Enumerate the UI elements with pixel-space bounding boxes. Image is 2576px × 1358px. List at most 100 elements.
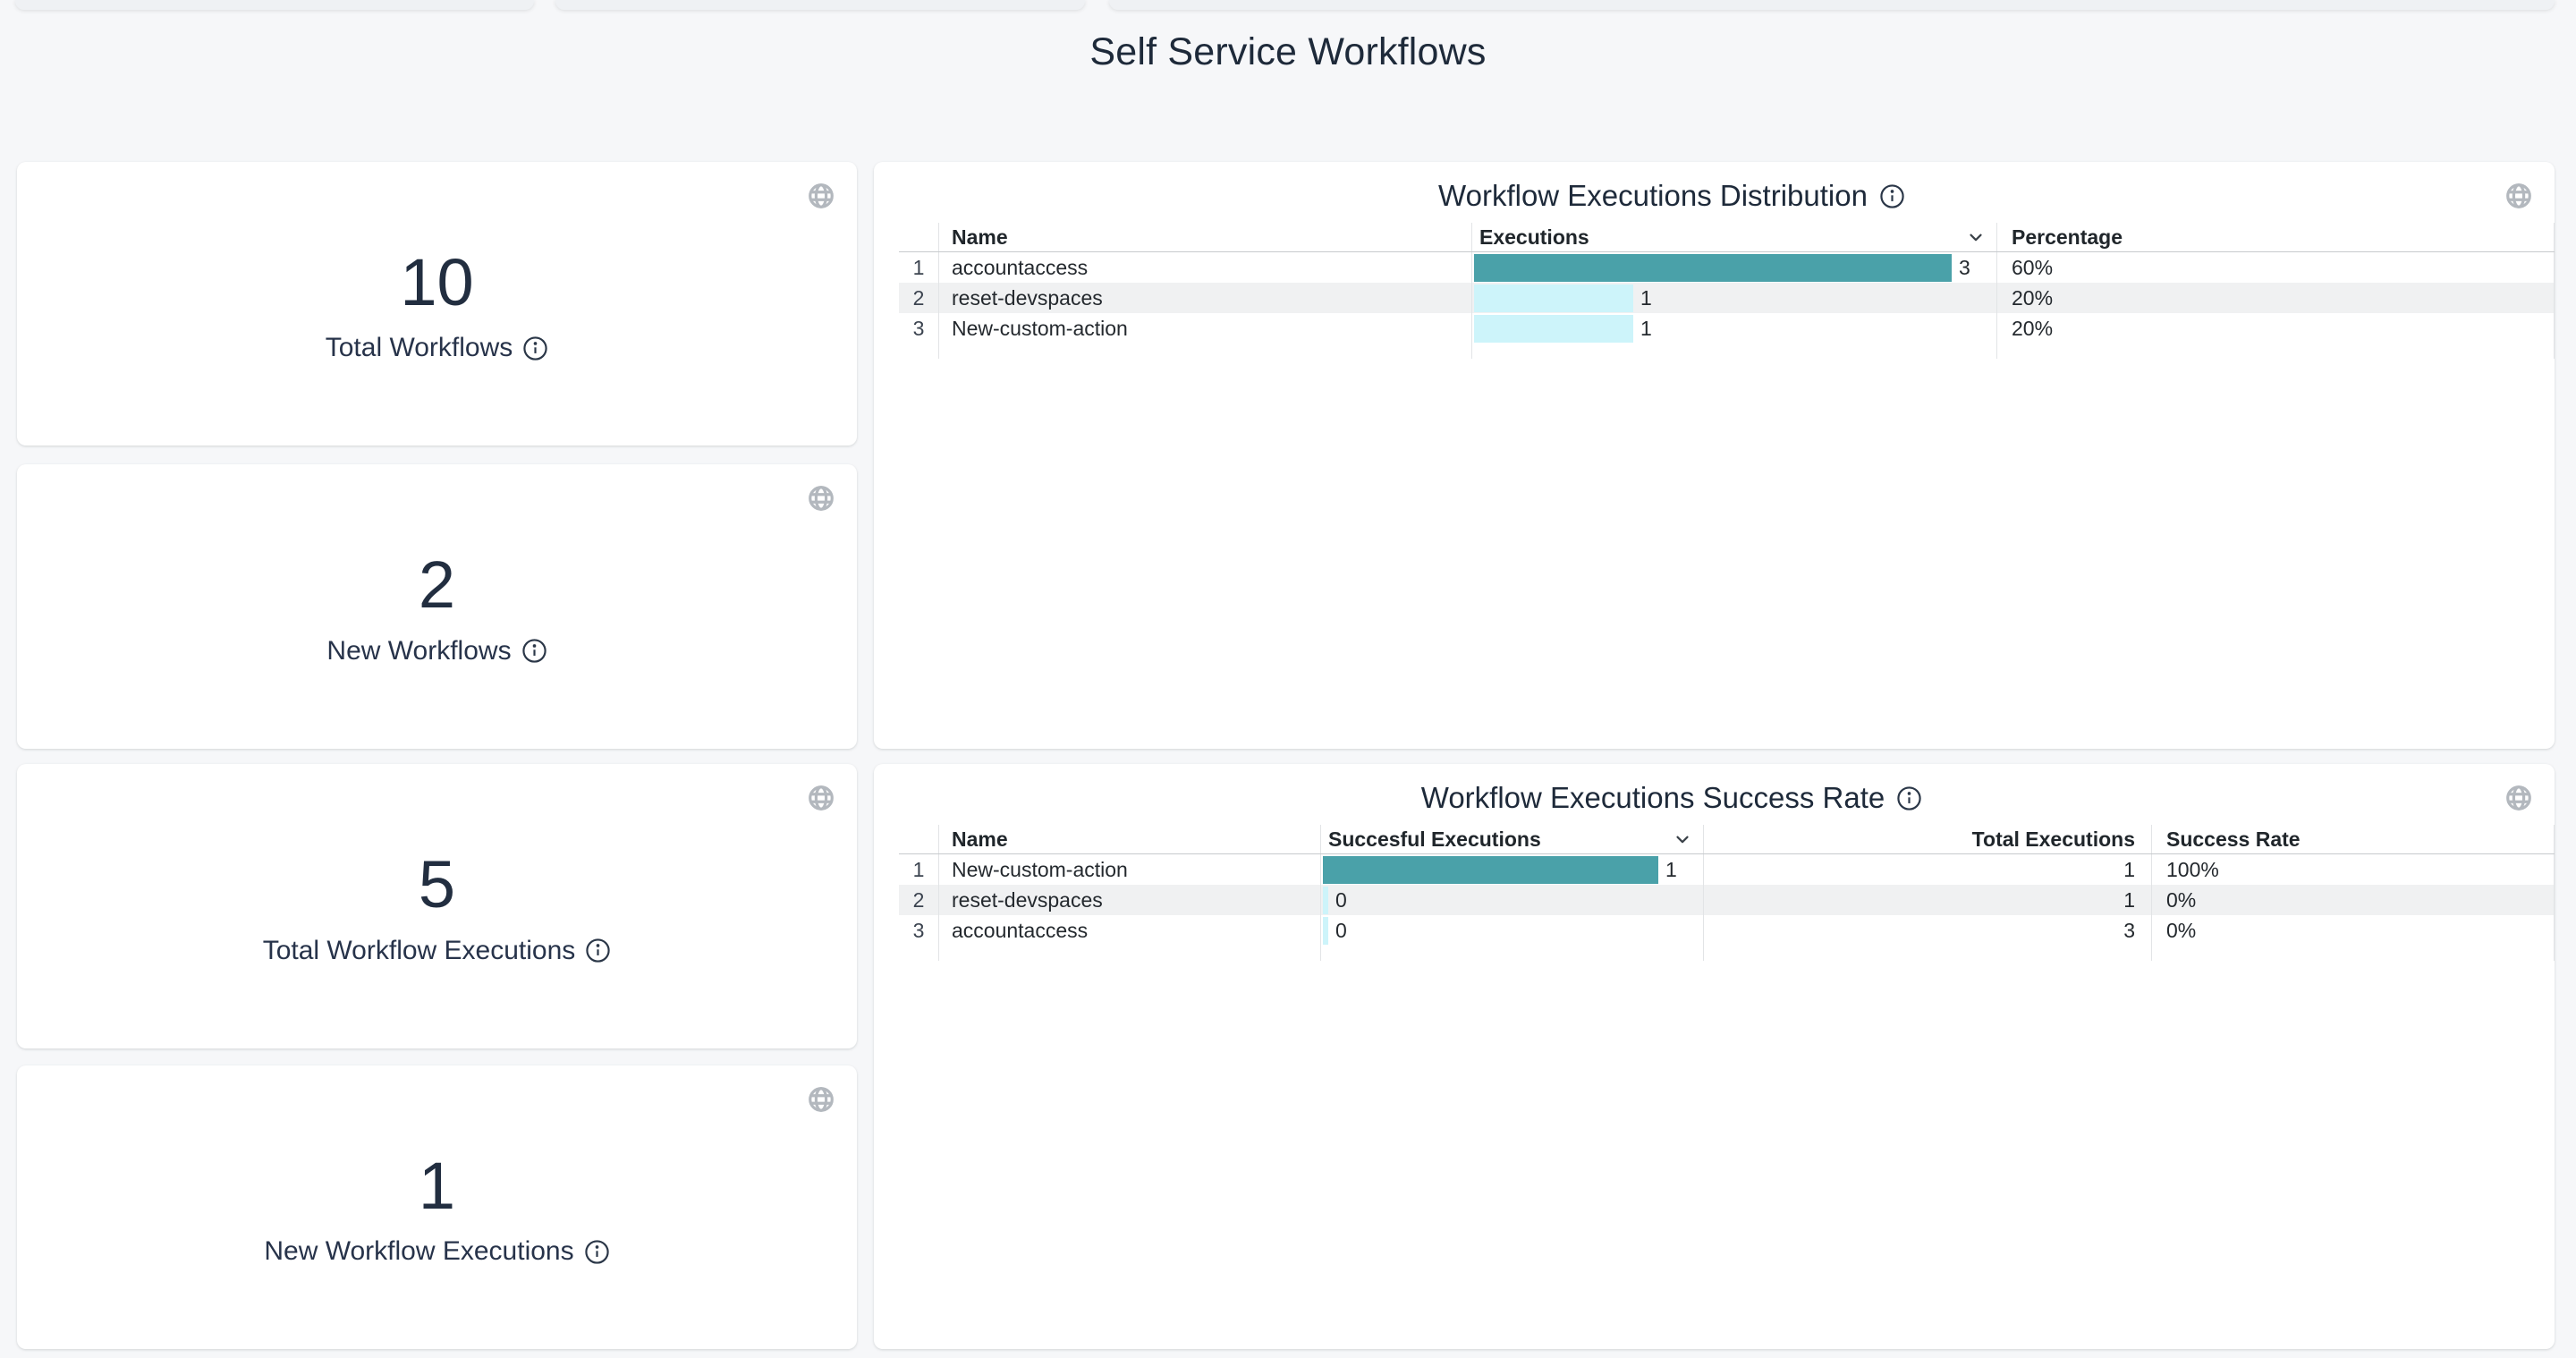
chevron-down-icon[interactable] (1966, 227, 1986, 247)
value-bar (1323, 886, 1328, 914)
panel-title: Workflow Executions Success Rate (1420, 781, 1885, 814)
column-header-index (899, 223, 938, 251)
column-header-succesful-executions[interactable]: Succesful Executions (1320, 825, 1703, 853)
value-bar (1474, 253, 1952, 282)
table-footer-spacer (899, 344, 2555, 359)
stat-card-total-workflows: 10 Total Workflows (17, 162, 857, 446)
globe-icon[interactable] (807, 1085, 835, 1114)
column-header-label: Succesful Executions (1328, 827, 1541, 851)
bar-value-label: 1 (1640, 285, 1652, 310)
stat-value: 5 (418, 847, 456, 922)
spacer-cell (938, 946, 1320, 961)
column-header-total-executions: Total Executions (1703, 825, 2151, 853)
table-row: 2 reset-devspaces 0 1 0% (899, 885, 2555, 915)
info-icon[interactable] (584, 1239, 610, 1265)
spacer-cell (899, 946, 938, 961)
clipped-card-top (555, 0, 1085, 10)
stat-card-new-workflows: 2 New Workflows (17, 464, 857, 749)
name-cell: New-custom-action (938, 854, 1320, 885)
table-row: 1 New-custom-action 1 1 100% (899, 854, 2555, 885)
column-header-label: Name (952, 225, 1008, 249)
spacer-cell (899, 344, 938, 359)
row-index: 1 (912, 857, 925, 881)
total-executions-cell: 3 (1703, 915, 2151, 946)
percentage-cell: 20% (1996, 283, 2555, 313)
table-row: 1 accountaccess 3 60% (899, 252, 2555, 283)
spacer-cell (1996, 344, 2555, 359)
column-header-percentage: Percentage (1996, 223, 2555, 251)
name-cell: reset-devspaces (938, 283, 1471, 313)
value-bar (1323, 855, 1658, 884)
name-cell: New-custom-action (938, 313, 1471, 344)
spacer-cell (2151, 946, 2555, 961)
value-bar (1474, 284, 1633, 312)
spacer-cell (1703, 946, 2151, 961)
spacer-cell (1471, 344, 1996, 359)
column-header-label: Name (952, 827, 1008, 851)
row-index: 2 (912, 285, 925, 310)
stat-card-new-workflow-executions: 1 New Workflow Executions (17, 1065, 857, 1349)
bar-cell: 0 (1320, 915, 1703, 946)
stat-card-total-workflow-executions: 5 Total Workflow Executions (17, 764, 857, 1048)
table-header-row: Name Succesful Executions Total Executions… (899, 825, 2555, 854)
clipped-card-top (15, 0, 534, 10)
bar-cell: 1 (1320, 854, 1703, 885)
globe-icon[interactable] (2504, 784, 2533, 812)
name-cell: accountaccess (938, 915, 1320, 946)
row-index: 1 (912, 255, 925, 279)
bar-value-label: 1 (1640, 316, 1652, 340)
stat-label: New Workflows (326, 635, 512, 666)
column-header-label: Executions (1479, 225, 1589, 249)
globe-icon[interactable] (807, 784, 835, 812)
info-icon[interactable] (522, 335, 548, 361)
column-header-label: Success Rate (2166, 827, 2301, 851)
column-header-label: Total Executions (1971, 827, 2135, 851)
bar-value-label: 0 (1335, 918, 1347, 942)
stat-value: 10 (400, 244, 474, 319)
info-icon[interactable] (585, 938, 611, 963)
total-executions-cell: 1 (1703, 885, 2151, 915)
clipped-card-top (1109, 0, 2555, 10)
success-rate-cell: 100% (2151, 854, 2555, 885)
bar-cell: 1 (1471, 283, 1996, 313)
info-icon[interactable] (1896, 785, 1922, 811)
success-rate-cell: 0% (2151, 915, 2555, 946)
value-bar (1323, 916, 1328, 945)
stat-label: New Workflow Executions (264, 1236, 574, 1267)
stat-label: Total Workflow Executions (262, 935, 576, 965)
table-row: 2 reset-devspaces 1 20% (899, 283, 2555, 313)
bar-value-label: 3 (1959, 255, 1970, 279)
bar-value-label: 1 (1665, 857, 1677, 881)
globe-icon[interactable] (807, 484, 835, 513)
column-header-name: Name (938, 825, 1320, 853)
stat-value: 2 (418, 547, 456, 623)
panel-title: Workflow Executions Distribution (1438, 179, 1868, 212)
total-executions-cell: 1 (1703, 854, 2151, 885)
table-row: 3 New-custom-action 1 20% (899, 313, 2555, 344)
percentage-cell: 60% (1996, 252, 2555, 283)
spacer-cell (1320, 946, 1703, 961)
globe-icon[interactable] (2504, 182, 2533, 210)
executions-distribution-table: Name Executions Percentage 1 accountaccess 3 6… (899, 223, 2555, 359)
info-icon[interactable] (521, 638, 547, 664)
name-cell: reset-devspaces (938, 885, 1320, 915)
table-row: 3 accountaccess 0 3 0% (899, 915, 2555, 946)
bar-cell: 3 (1471, 252, 1996, 283)
info-icon[interactable] (1879, 183, 1905, 209)
row-index: 2 (912, 887, 925, 912)
table-header-row: Name Executions Percentage (899, 223, 2555, 252)
table-footer-spacer (899, 946, 2555, 961)
executions-success-rate-table: Name Succesful Executions Total Executions… (899, 825, 2555, 961)
column-header-executions[interactable]: Executions (1471, 223, 1996, 251)
column-header-label: Percentage (2012, 225, 2123, 249)
globe-icon[interactable] (807, 182, 835, 210)
column-header-name: Name (938, 223, 1471, 251)
column-header-success-rate: Success Rate (2151, 825, 2555, 853)
row-index: 3 (912, 918, 925, 942)
percentage-cell: 20% (1996, 313, 2555, 344)
bar-value-label: 0 (1335, 887, 1347, 912)
chevron-down-icon[interactable] (1673, 829, 1692, 849)
row-index: 3 (912, 316, 925, 340)
column-header-index (899, 825, 938, 853)
